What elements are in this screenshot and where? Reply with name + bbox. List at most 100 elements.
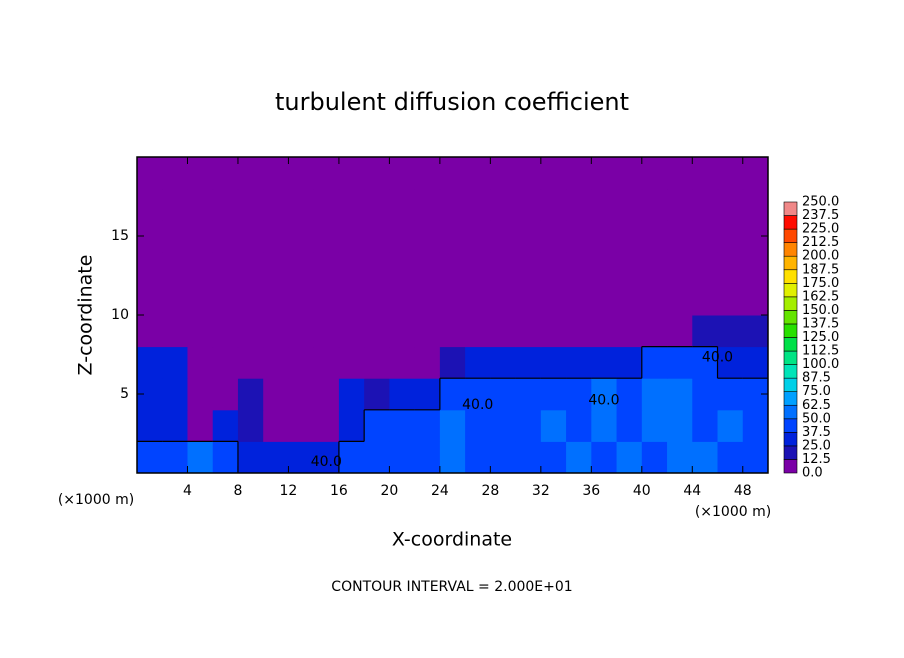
cell <box>641 315 668 348</box>
colorbar-box <box>783 255 798 271</box>
colorbar-box <box>783 445 798 460</box>
cell <box>338 378 365 411</box>
cell <box>212 188 239 221</box>
colorbar-label: 0.0 <box>802 466 823 481</box>
cell <box>742 251 769 284</box>
colorbar-box <box>783 364 798 379</box>
cell <box>237 283 264 316</box>
y-axis-label: Z-coordinate <box>75 255 97 376</box>
cell <box>288 251 315 284</box>
cell <box>364 188 390 221</box>
cell <box>389 409 416 442</box>
x-unit-label: (×1000 m) <box>695 504 771 520</box>
cell <box>515 378 542 411</box>
cell <box>641 378 668 411</box>
cell <box>389 346 416 379</box>
cell <box>515 346 542 379</box>
cell <box>465 441 491 474</box>
cell <box>237 315 264 348</box>
cell <box>288 315 315 348</box>
cell <box>338 441 365 474</box>
colorbar-box <box>783 282 798 298</box>
cell <box>137 346 163 379</box>
cell <box>212 251 239 284</box>
cell <box>566 251 592 284</box>
cell <box>591 409 618 442</box>
cell <box>515 157 542 190</box>
cell <box>616 251 643 284</box>
cell <box>137 283 163 316</box>
cell <box>263 346 289 379</box>
cell <box>540 157 567 190</box>
cell <box>212 283 239 316</box>
cell <box>717 409 744 442</box>
cell <box>313 157 340 190</box>
cell <box>692 441 719 474</box>
cell <box>162 315 188 348</box>
cell <box>389 378 416 411</box>
cell <box>162 409 188 442</box>
contour-label: 40.0 <box>588 392 619 408</box>
colorbar-box <box>783 296 798 311</box>
cell <box>641 220 668 253</box>
cell <box>414 378 441 411</box>
cell <box>742 441 769 474</box>
cell <box>591 220 618 253</box>
colorbar-label: 250.0 <box>802 195 839 210</box>
cell <box>439 157 466 190</box>
cell <box>540 283 567 316</box>
colorbar-label: 50.0 <box>802 411 831 426</box>
cell <box>717 188 744 221</box>
cell <box>540 220 567 253</box>
colorbar-label: 175.0 <box>802 276 839 291</box>
cell <box>742 346 769 379</box>
y-tick-label: 5 <box>120 386 129 402</box>
cell <box>692 251 719 284</box>
cell <box>137 251 163 284</box>
cell <box>338 188 365 221</box>
contour-label: 40.0 <box>702 350 733 366</box>
colorbar-label: 150.0 <box>802 303 839 318</box>
cell <box>439 346 466 379</box>
cell <box>338 409 365 442</box>
cell <box>490 188 517 221</box>
cell <box>288 188 315 221</box>
cell <box>616 409 643 442</box>
cell <box>742 283 769 316</box>
x-axis-label: X-coordinate <box>392 529 512 551</box>
cell <box>212 378 239 411</box>
contour-label: 40.0 <box>462 397 493 413</box>
cell <box>439 188 466 221</box>
colorbar-box <box>783 215 798 230</box>
cell <box>364 157 390 190</box>
cell <box>212 157 239 190</box>
cell <box>288 157 315 190</box>
cell <box>414 441 441 474</box>
cell <box>313 346 340 379</box>
cell <box>288 441 315 474</box>
cell <box>465 220 491 253</box>
cell <box>439 441 466 474</box>
cell <box>187 378 214 411</box>
cell <box>364 251 390 284</box>
cell <box>439 283 466 316</box>
cell <box>566 346 592 379</box>
cell <box>641 283 668 316</box>
cell <box>591 315 618 348</box>
cell <box>263 378 289 411</box>
cell <box>162 441 188 474</box>
cell <box>414 188 441 221</box>
cell <box>540 378 567 411</box>
cell <box>641 441 668 474</box>
cell <box>667 378 693 411</box>
cell <box>137 315 163 348</box>
cell <box>237 441 264 474</box>
colorbar-label: 87.5 <box>802 371 831 386</box>
cell <box>515 251 542 284</box>
cell <box>692 378 719 411</box>
cell <box>263 251 289 284</box>
colorbar-box <box>783 337 798 352</box>
cell <box>540 251 567 284</box>
cell <box>566 409 592 442</box>
colorbar-box <box>783 323 798 338</box>
